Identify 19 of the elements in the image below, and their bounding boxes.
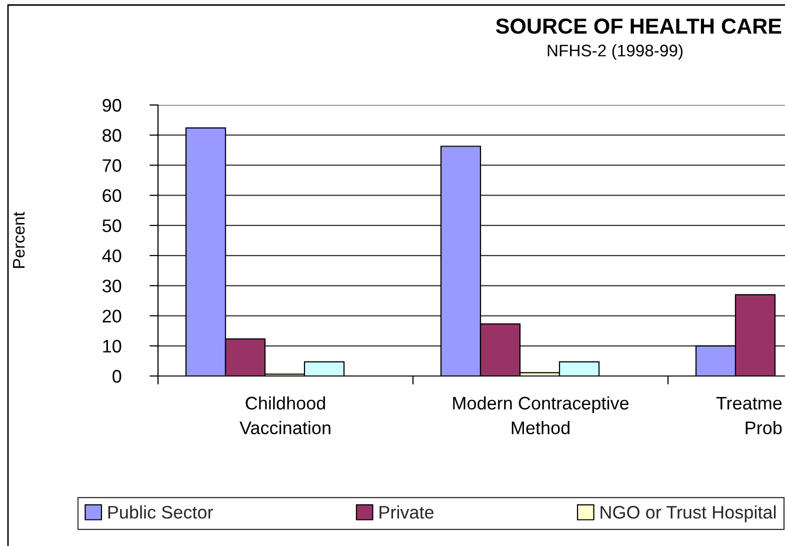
- chart-subtitle: NFHS-2 (1998-99): [548, 44, 683, 60]
- y-tick-label: 20: [102, 310, 122, 322]
- x-tick-label: Treatme Prob: [716, 396, 782, 434]
- chart-title: SOURCE OF HEALTH CARE: [496, 18, 782, 34]
- legend-label: Public Sector: [108, 505, 213, 519]
- y-tick-label: 90: [102, 98, 122, 112]
- y-tick-label: 40: [102, 249, 122, 262]
- legend-label: Private: [380, 505, 434, 519]
- y-tick-label: 0: [112, 370, 122, 383]
- y-axis-title: Percent: [13, 212, 25, 268]
- x-tick-label: Childhood Vaccination: [240, 396, 330, 434]
- y-tick-label: 70: [102, 159, 122, 172]
- x-tick-label: Modern Contraceptive Method: [453, 396, 629, 434]
- legend-label: NGO or Trust Hospital: [600, 505, 776, 522]
- y-tick-label: 60: [102, 189, 122, 202]
- y-tick-label: 10: [103, 340, 122, 353]
- y-tick-label: 50: [102, 219, 122, 232]
- y-tick-label: 80: [102, 129, 122, 142]
- y-tick-label: 30: [102, 280, 122, 292]
